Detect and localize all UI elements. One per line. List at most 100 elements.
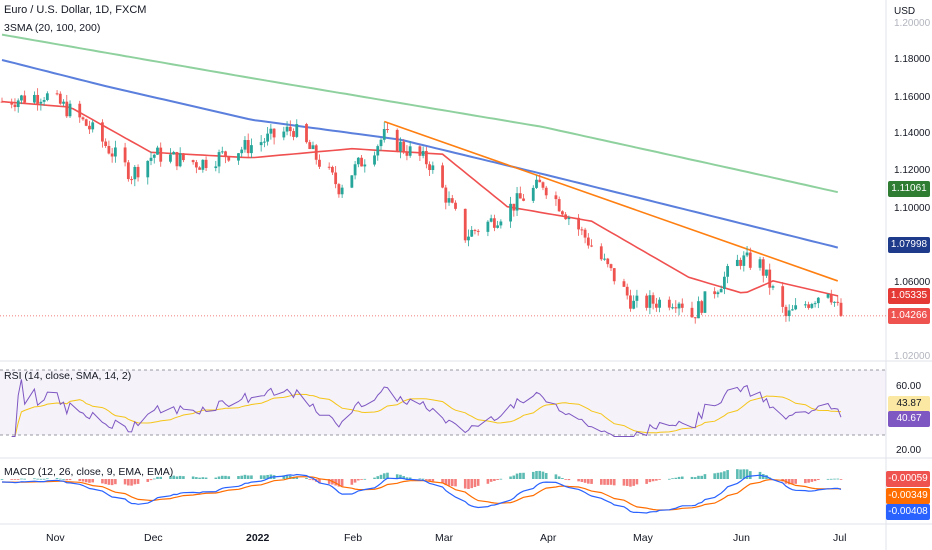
- macd-histogram-bar: [36, 478, 39, 480]
- candle-body: [622, 281, 626, 287]
- macd-histogram-bar: [723, 471, 726, 479]
- macd-histogram-bar: [350, 479, 354, 485]
- candle-body: [182, 153, 185, 161]
- candle-body: [839, 302, 843, 316]
- macd-histogram-bar: [246, 475, 250, 479]
- macd-histogram-bar: [577, 479, 580, 482]
- candle-body: [360, 157, 363, 167]
- rsi-band: [0, 370, 886, 435]
- candle-body: [489, 218, 493, 222]
- candle-body: [703, 291, 707, 313]
- macd-histogram-bar: [386, 472, 389, 479]
- candle-body: [447, 198, 451, 203]
- sma20-line: [1, 100, 838, 297]
- macd-histogram-bar: [541, 471, 545, 479]
- rsi-tick: 20.00: [896, 445, 922, 456]
- candle-body: [311, 145, 315, 149]
- macd-histogram-bar: [360, 479, 363, 480]
- candle-body: [418, 146, 422, 156]
- candle-body: [178, 153, 182, 167]
- macd-histogram-bar: [311, 479, 315, 481]
- candle-body: [237, 153, 240, 161]
- macd-histogram-bar: [68, 479, 72, 481]
- macd-histogram-bar: [590, 479, 593, 484]
- candle-body: [159, 147, 163, 162]
- candle-body: [305, 124, 308, 143]
- macd-histogram-bar: [20, 478, 23, 480]
- macd-histogram-bar: [829, 478, 833, 480]
- symbol-title[interactable]: Euro / U.S. Dollar, 1D, FXCM: [4, 4, 147, 16]
- candle-body: [648, 295, 652, 308]
- macd-histogram-bar: [224, 475, 227, 479]
- macd-histogram-bar: [509, 476, 512, 479]
- macd-histogram-bar: [441, 479, 444, 484]
- macd-histogram-bar: [561, 478, 564, 479]
- candle-body: [363, 164, 367, 167]
- candle-body: [149, 157, 153, 161]
- macd-histogram-bar: [671, 478, 674, 480]
- candle-body: [693, 317, 697, 319]
- candle-body: [227, 156, 231, 161]
- candle-body: [463, 208, 467, 241]
- sma200-price-tag: 1.11061: [888, 181, 930, 197]
- macd-histogram-bar: [804, 479, 807, 484]
- candle-body: [191, 160, 195, 163]
- candle-body: [0, 101, 4, 103]
- candle-body: [337, 184, 341, 195]
- time-label: May: [633, 532, 653, 544]
- sma-indicator-label[interactable]: 3SMA (20, 100, 200): [4, 22, 101, 34]
- candle-body: [781, 286, 785, 307]
- candle-body: [541, 182, 545, 188]
- macd-histogram-bar: [489, 479, 493, 482]
- macd-histogram-bar: [81, 479, 85, 482]
- macd-histogram-bar: [340, 479, 344, 487]
- macd-histogram-bar: [680, 476, 684, 479]
- candle-body: [441, 165, 444, 188]
- sma200-line: [1, 33, 839, 194]
- macd-histogram-bar: [237, 476, 240, 479]
- macd-histogram-bar: [583, 479, 587, 483]
- macd-histogram-bar: [101, 479, 104, 484]
- candle-body: [671, 307, 674, 309]
- macd-histogram-bar: [632, 479, 635, 486]
- macd-histogram-bar: [204, 477, 208, 479]
- candle-body: [654, 303, 658, 308]
- macd-histogram-bar: [726, 470, 729, 479]
- time-label: Mar: [435, 532, 454, 544]
- macd-histogram-bar: [467, 479, 470, 489]
- candle-body: [13, 104, 17, 108]
- macd-histogram-bar: [363, 478, 367, 480]
- candle-body: [813, 303, 817, 305]
- candle-body: [10, 101, 14, 105]
- macd-histogram-bar: [418, 478, 422, 480]
- macd-histogram-bar: [107, 479, 111, 485]
- candle-body: [518, 193, 522, 199]
- candle-body: [340, 187, 344, 195]
- candle-body: [745, 252, 749, 256]
- candle-body: [444, 187, 448, 203]
- candle-body: [658, 299, 661, 308]
- macd-histogram-bar: [658, 479, 661, 480]
- macd-histogram-bar: [195, 477, 198, 479]
- candle-body: [58, 93, 62, 104]
- rsi-label[interactable]: RSI (14, close, SMA, 14, 2): [4, 370, 132, 382]
- macd-histogram-bar: [13, 479, 17, 480]
- candle-body: [697, 301, 700, 319]
- candle-body: [350, 175, 354, 188]
- macd-histogram-bar: [622, 479, 626, 486]
- candle-body: [544, 187, 548, 196]
- candle-body: [561, 211, 564, 215]
- macd-histogram-bar: [327, 479, 331, 484]
- macd-histogram-bar: [178, 475, 182, 479]
- macd-histogram-bar: [84, 479, 88, 483]
- candle-body: [667, 299, 671, 308]
- macd-histogram-bar: [655, 479, 658, 481]
- candle-body: [726, 266, 730, 277]
- candle-body: [496, 225, 500, 228]
- candle-body: [282, 131, 286, 138]
- macd-label[interactable]: MACD (12, 26, close, 9, EMA, EMA): [4, 466, 174, 478]
- macd-histogram-bar: [813, 479, 817, 482]
- macd-histogram-bar: [395, 474, 399, 479]
- candle-body: [78, 103, 82, 118]
